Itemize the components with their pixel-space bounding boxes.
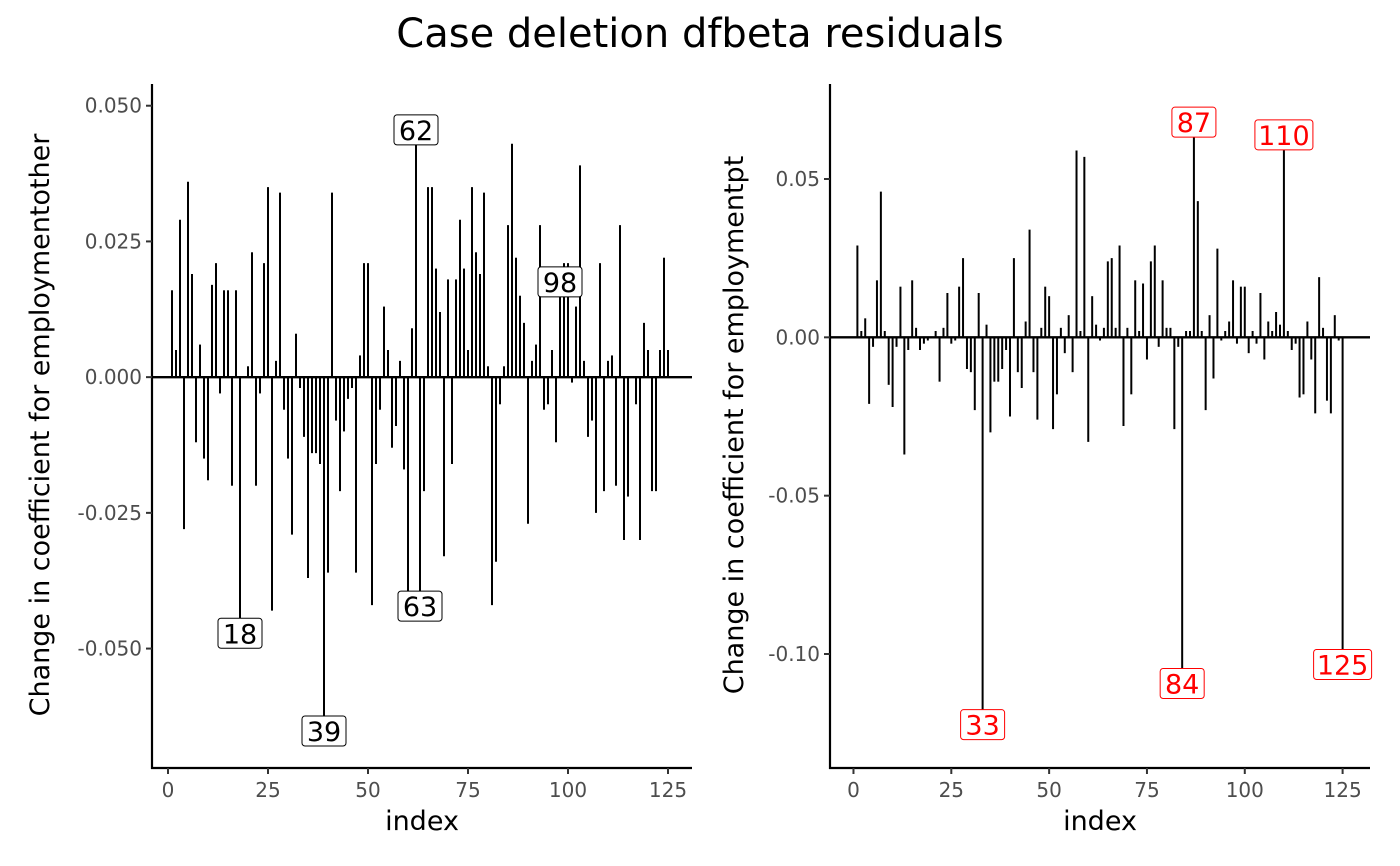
panel-left-annotation-box	[397, 590, 443, 622]
panel-right-y-tick-label: 0.00	[775, 325, 820, 349]
panel-left-y-tick-label: -0.050	[78, 637, 142, 661]
dfbeta-panel-employmentother: index Change in coefficient for employme…	[25, 84, 692, 837]
panel-right-y-tick-label: -0.05	[768, 484, 820, 508]
panel-right-annotation-label: 125	[1317, 651, 1369, 682]
panel-right-annotation-label: 87	[1177, 108, 1211, 139]
panel-left-x-tick-label: 25	[255, 778, 280, 802]
panel-left-y-axis-title: Change in coefficient for employmentothe…	[25, 133, 56, 717]
panel-left-x-tick-label: 75	[455, 778, 480, 802]
panel-right-x-tick-label: 75	[1134, 778, 1159, 802]
panel-left-y-tick-label: 0.000	[85, 365, 142, 389]
panel-right-annotation-box	[1313, 649, 1373, 680]
panel-left-annotation-label: 18	[223, 619, 257, 650]
panel-right-annotation-label: 84	[1165, 670, 1199, 701]
panel-left-annotation-box	[217, 617, 263, 649]
panel-left-x-axis-title: index	[385, 806, 459, 837]
panel-right-annotation-box	[1171, 106, 1217, 138]
panel-right-annotation-box	[1159, 668, 1205, 699]
panel-right-y-tick-label: 0.05	[775, 167, 820, 191]
panel-right-y-axis-title: Change in coefficient for employmentpt	[719, 156, 750, 695]
panel-right-x-tick-label: 125	[1324, 778, 1362, 802]
panel-left-annotation-label: 98	[543, 268, 577, 299]
panel-right-x-axis-title: index	[1063, 806, 1137, 837]
panel-right-annotation-label: 110	[1258, 121, 1310, 152]
panel-right-annotation-box	[960, 709, 1006, 741]
panel-left-x-tick-label: 0	[162, 778, 175, 802]
panel-left-x-tick-label: 125	[649, 778, 687, 802]
panel-right-x-tick-label: 100	[1226, 778, 1264, 802]
panel-left-annotation-label: 63	[403, 592, 437, 623]
panel-left-y-tick-label: -0.025	[78, 501, 142, 525]
panel-left-y-tick-label: 0.050	[85, 94, 142, 118]
panel-right-annotation-box	[1254, 119, 1314, 151]
panel-left-annotation-label: 39	[307, 717, 341, 748]
panel-left-annotation-box	[301, 715, 347, 747]
panel-right-y-tick-label: -0.10	[768, 642, 820, 666]
panel-right-annotation-label: 33	[965, 711, 999, 742]
dfbeta-panel-employmentpt: index Change in coefficient for employme…	[719, 84, 1373, 837]
panel-right-x-tick-label: 25	[939, 778, 964, 802]
panel-left-y-tick-label: 0.025	[85, 229, 142, 253]
panel-right-x-tick-label: 0	[847, 778, 860, 802]
panel-left-annotation-label: 62	[399, 116, 433, 147]
chart-title: Case deletion dfbeta residuals	[396, 11, 1003, 57]
panel-left-annotation-box	[537, 266, 583, 298]
panel-right-x-tick-label: 50	[1036, 778, 1061, 802]
panel-left-x-tick-label: 50	[355, 778, 380, 802]
panel-left-annotation-box	[393, 114, 439, 146]
panel-left-x-tick-label: 100	[549, 778, 587, 802]
